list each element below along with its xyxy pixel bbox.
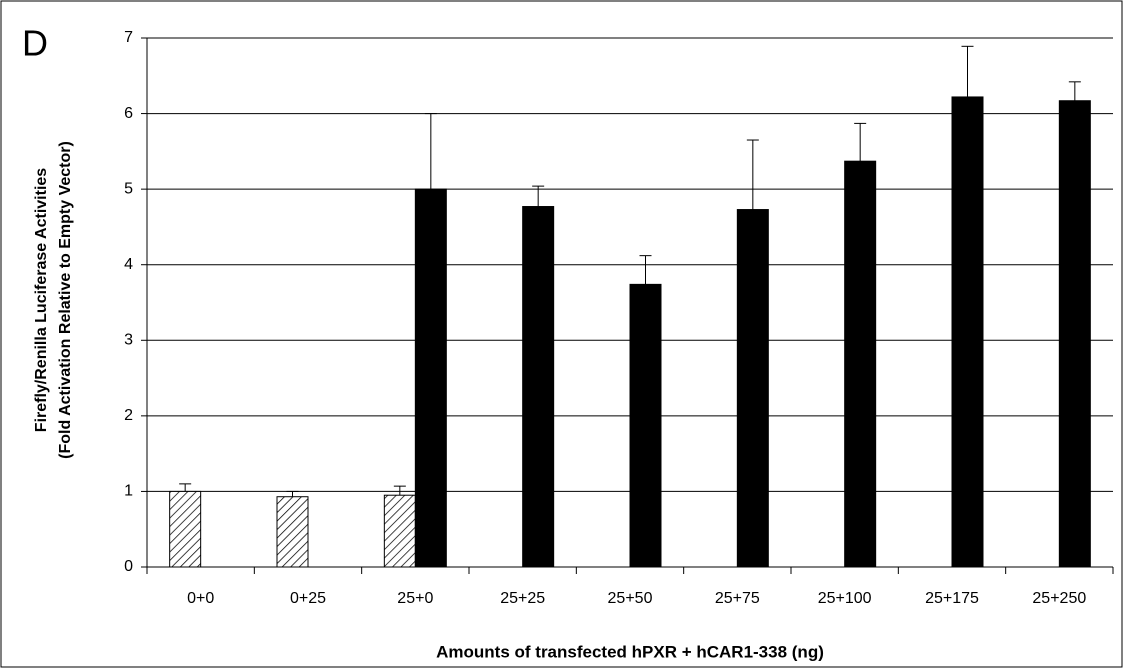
bar [844,160,877,568]
y-tick-label: 6 [124,105,133,122]
y-tick-label: 0 [124,558,133,575]
x-axis-label: Amounts of transfected hPXR + hCAR1-338 … [436,642,824,661]
y-tick-label: 7 [124,29,133,46]
panel-label: D [22,23,48,64]
x-tick-label: 25+50 [608,590,653,607]
y-tick-label: 2 [124,407,133,424]
bar [414,188,447,568]
x-tick-label: 25+100 [818,590,872,607]
bar [736,209,769,568]
bar [522,206,555,568]
bar [383,494,416,568]
bar [276,496,309,568]
y-tick-label: 5 [124,180,133,197]
y-tick-label: 4 [124,256,133,273]
y-tick-label: 1 [124,483,133,500]
x-tick-label: 25+0 [397,590,433,607]
y-axis-label: Firefly/Renilla Luciferase Activities [33,168,50,433]
y-axis-label: (Fold Activation Relative to Empty Vecto… [57,141,74,459]
x-tick-label: 25+250 [1032,590,1086,607]
x-tick-label: 0+25 [290,590,326,607]
y-tick-label: 3 [124,332,133,349]
bar [1058,100,1091,568]
x-tick-label: 0+0 [187,590,214,607]
bar [169,490,202,568]
x-tick-label: 25+25 [500,590,545,607]
x-tick-label: 25+175 [925,590,979,607]
bar [951,96,984,568]
bar [629,283,662,568]
x-tick-label: 25+75 [715,590,760,607]
